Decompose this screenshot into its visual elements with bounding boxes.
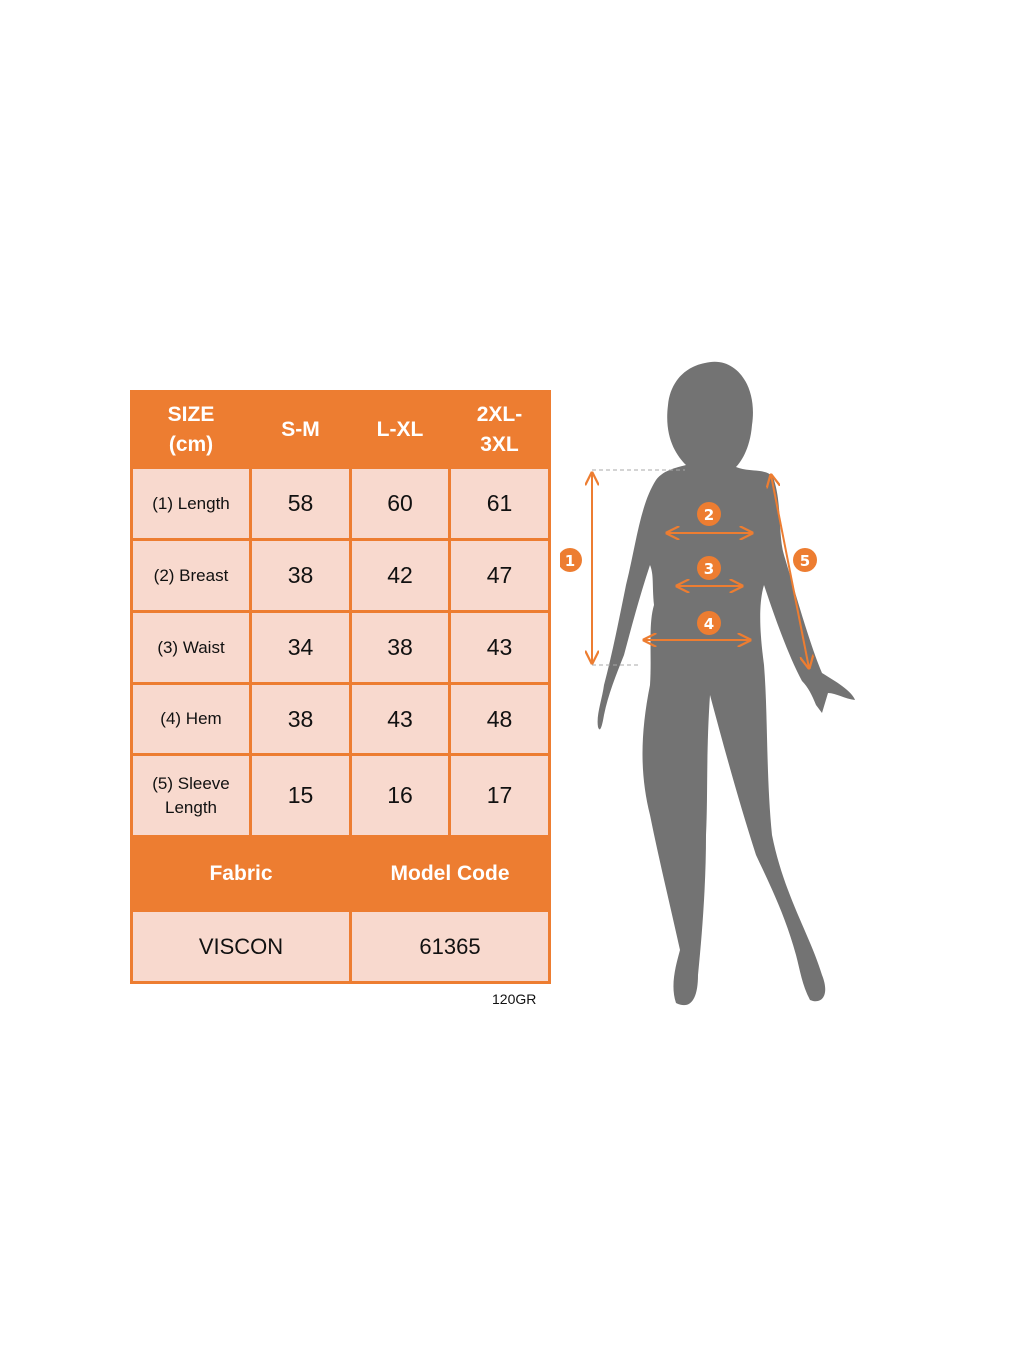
marker-1: 1 <box>560 548 582 572</box>
row-label: (1) Length <box>130 466 252 541</box>
row-label: (5) Sleeve Length <box>130 753 252 838</box>
header-row: SIZE (cm) S-M L-XL 2XL- 3XL <box>130 390 551 469</box>
fabric-value: VISCON <box>130 909 352 984</box>
fabric-value-row: VISCON 61365 <box>130 909 551 984</box>
measurement-arrows <box>592 469 809 668</box>
model-code-value: 61365 <box>349 909 551 984</box>
table-row: (2) Breast 38 42 47 <box>130 538 551 613</box>
marker-4: 4 <box>697 611 721 635</box>
fabric-header-row: Fabric Model Code <box>130 835 551 912</box>
header-size-line1: SIZE <box>167 402 215 426</box>
header-size: SIZE (cm) <box>130 390 252 469</box>
cell: 61 <box>448 466 551 541</box>
cell: 17 <box>448 753 551 838</box>
size-chart-table: SIZE (cm) S-M L-XL 2XL- 3XL (1) Length 58 … <box>130 390 551 984</box>
header-s-m: S-M <box>249 390 352 469</box>
row-label: (2) Breast <box>130 538 252 613</box>
marker-2: 2 <box>697 502 721 526</box>
header-l-xl: L-XL <box>349 390 451 469</box>
cell: 42 <box>349 538 451 613</box>
cell: 38 <box>249 682 352 756</box>
body-silhouette-diagram: 1 2 3 4 5 <box>560 361 855 1006</box>
cell: 16 <box>349 753 451 838</box>
row-label-line1: (5) Sleeve <box>152 773 230 793</box>
table-row: (1) Length 58 60 61 <box>130 466 551 541</box>
cell: 47 <box>448 538 551 613</box>
table-row: (4) Hem 38 43 48 <box>130 682 551 756</box>
row-label-line2: Length <box>165 797 217 817</box>
cell: 43 <box>349 682 451 756</box>
header-xxl-line1: 2XL- <box>476 402 523 426</box>
marker-1-label: 1 <box>565 552 575 570</box>
marker-3: 3 <box>697 556 721 580</box>
marker-5: 5 <box>793 548 817 572</box>
model-code-label: Model Code <box>349 835 551 912</box>
marker-3-label: 3 <box>704 560 714 578</box>
cell: 60 <box>349 466 451 541</box>
fabric-label: Fabric <box>130 835 352 912</box>
table-row: (3) Waist 34 38 43 <box>130 610 551 685</box>
weight-note: 120GR <box>492 991 537 1007</box>
cell: 43 <box>448 610 551 685</box>
sleeve-arrow <box>771 475 809 668</box>
cell: 34 <box>249 610 352 685</box>
marker-4-label: 4 <box>704 615 714 633</box>
header-size-line2: (cm) <box>168 432 214 456</box>
cell: 48 <box>448 682 551 756</box>
row-label: (4) Hem <box>130 682 252 756</box>
table-row: (5) Sleeve Length 15 16 17 <box>130 753 551 838</box>
cell: 38 <box>249 538 352 613</box>
header-xxl-line2: 3XL <box>480 432 519 456</box>
marker-5-label: 5 <box>800 552 810 570</box>
row-label: (3) Waist <box>130 610 252 685</box>
cell: 38 <box>349 610 451 685</box>
cell: 58 <box>249 466 352 541</box>
header-2xl-3xl: 2XL- 3XL <box>448 390 551 469</box>
silhouette <box>597 361 855 1006</box>
cell: 15 <box>249 753 352 838</box>
marker-2-label: 2 <box>704 506 714 524</box>
